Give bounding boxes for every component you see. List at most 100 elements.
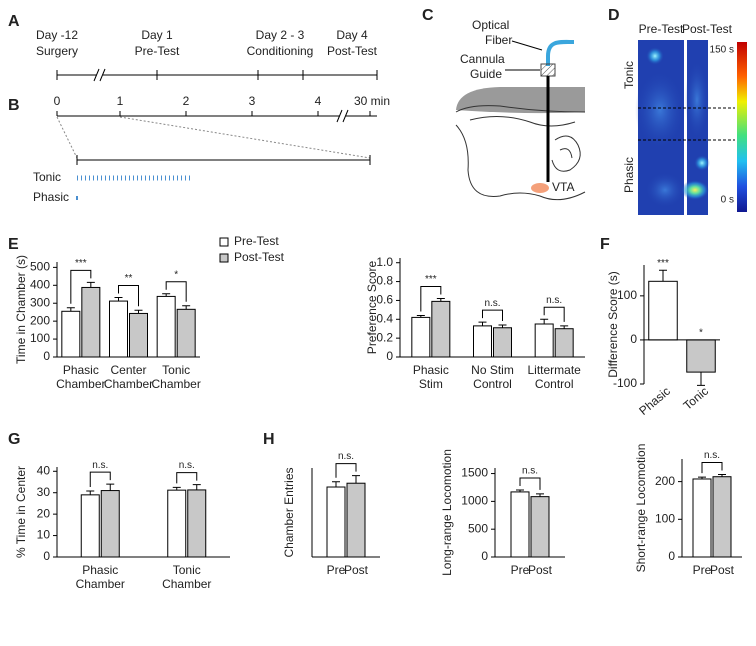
y-tick-label: 100 — [30, 331, 50, 345]
significance-label: n.s. — [704, 450, 720, 461]
axis-break — [336, 109, 349, 123]
y-tick-label: 0 — [481, 549, 488, 563]
time-tick-label: 0 — [54, 94, 61, 108]
significance-label: n.s. — [546, 295, 562, 306]
error-bar — [114, 296, 123, 302]
error-bar — [332, 481, 340, 488]
significance-label: n.s. — [522, 466, 538, 477]
error-bar — [134, 309, 143, 314]
x-tick-label: Stim — [419, 377, 443, 391]
y-tick-label: 30 — [37, 485, 51, 499]
heat-blob — [646, 47, 664, 65]
y-tick-label: 500 — [30, 260, 50, 274]
time-tick-label: 1 — [117, 94, 124, 108]
event-label: Post-Test — [327, 44, 378, 58]
vta-target — [531, 183, 549, 193]
y-tick-label: 100 — [655, 511, 675, 525]
protocol: B 0 1 2 3 4 30 min Tonic Phasic — [8, 94, 390, 204]
y-tick-label: 0 — [668, 549, 675, 563]
error-bar — [66, 307, 75, 312]
bar — [411, 316, 431, 358]
y-tick-label: 1500 — [461, 466, 488, 480]
row-label: Tonic — [33, 170, 61, 184]
x-tick-label: Chamber — [56, 377, 105, 391]
error-bar — [416, 315, 425, 318]
y-tick-label: 0.4 — [376, 311, 393, 325]
heat-blob — [681, 180, 709, 200]
y-tick-label: 0 — [630, 332, 637, 346]
legend-label: Pre-Test — [234, 234, 279, 248]
significance-bracket — [701, 461, 723, 474]
optical-fiber — [546, 39, 575, 66]
zone-borders — [638, 107, 735, 141]
x-tick-label: Post — [528, 563, 553, 577]
significance-label: n.s. — [179, 460, 195, 471]
bar — [692, 478, 712, 558]
event-day: Day 2 - 3 — [256, 28, 305, 42]
bar — [431, 300, 451, 358]
panel-letter: D — [608, 7, 620, 24]
significance-bracket — [519, 477, 541, 490]
error-bar — [162, 293, 171, 297]
error-bar — [352, 475, 360, 484]
x-tick-label: Pre — [693, 563, 712, 577]
panel-letter: F — [600, 236, 610, 253]
timeline: A Day -12 Surgery Day 1 Pre-Test Day 2 -… — [8, 13, 378, 82]
legend-swatch — [219, 253, 229, 263]
y-axis-label: Preference Score — [365, 260, 379, 354]
bar — [81, 286, 101, 358]
x-tick-label: Chamber — [151, 377, 200, 391]
y-tick-label: 500 — [468, 521, 488, 535]
legend-label: Post-Test — [234, 250, 285, 264]
y-tick-label: 200 — [655, 474, 675, 488]
y-axis-label: Difference Score (s) — [606, 271, 620, 377]
y-tick-label: 0 — [386, 349, 393, 363]
bar — [167, 489, 187, 558]
error-bar — [659, 269, 667, 282]
significance-label: n.s. — [484, 298, 500, 309]
axis-break — [93, 68, 106, 82]
zoom-lines — [56, 116, 371, 159]
event-label: Pre-Test — [135, 44, 180, 58]
error-bar — [718, 473, 726, 477]
significance-label: * — [174, 269, 178, 280]
row-label: Tonic — [622, 61, 636, 89]
error-bar — [86, 490, 95, 495]
bar — [176, 308, 196, 358]
panel-letter: G — [8, 431, 20, 448]
x-tick-label: Tonic — [162, 363, 190, 377]
y-tick-label: -100 — [613, 376, 637, 390]
x-tick-label: Phasic — [636, 384, 673, 418]
x-tick-label: Littermate — [527, 363, 581, 377]
timeline-axis — [56, 70, 378, 80]
panel-letter: B — [8, 97, 20, 114]
event-label: Surgery — [36, 44, 78, 58]
bar — [534, 323, 554, 358]
x-tick-label: Chamber — [162, 577, 211, 591]
significance-bracket — [482, 309, 503, 321]
x-tick-label: Control — [473, 377, 512, 391]
x-tick-label: Chamber — [76, 577, 125, 591]
bar — [156, 295, 176, 358]
y-tick-label: 0.8 — [376, 274, 393, 288]
significance-bracket — [420, 286, 442, 312]
heat-blob — [694, 155, 710, 171]
schematic: C Optical Fiber Cannula Guide VTA — [422, 7, 586, 201]
time-tick-label: 3 — [249, 94, 256, 108]
error-bar — [182, 305, 191, 310]
colorbar-label: 0 s — [721, 195, 734, 206]
bar — [554, 328, 574, 358]
error-bar — [478, 321, 487, 326]
legend-swatch — [219, 237, 229, 247]
bar — [510, 491, 530, 558]
panel-letter: H — [263, 431, 275, 448]
y-tick-label: 200 — [30, 313, 50, 327]
time-tick-label: 4 — [315, 94, 322, 108]
colorbar — [737, 42, 747, 212]
significance-bracket — [335, 463, 357, 478]
significance-label: *** — [657, 258, 669, 269]
heat-blob — [645, 172, 685, 208]
bar — [326, 486, 346, 558]
axis-break — [340, 111, 346, 121]
bar — [530, 496, 550, 558]
